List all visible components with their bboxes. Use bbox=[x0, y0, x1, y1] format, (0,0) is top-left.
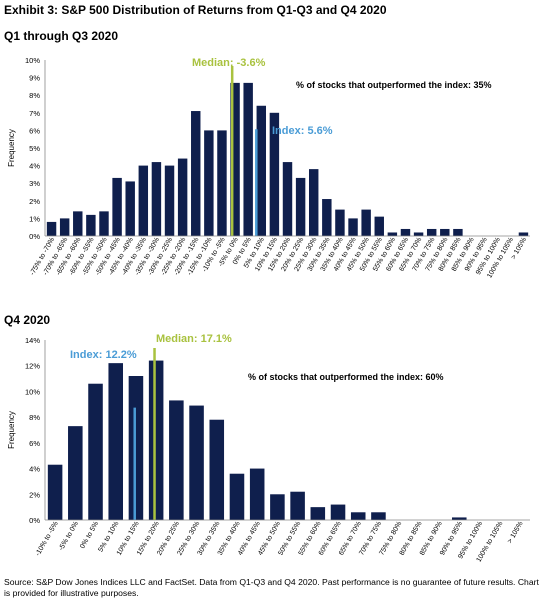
index-label: Index: 5.6% bbox=[272, 125, 333, 137]
y-tick-label: 14% bbox=[25, 336, 40, 345]
bar bbox=[348, 218, 358, 236]
x-tick-label: 5% to 10% bbox=[97, 521, 120, 554]
x-tick-label: -10% to -5% bbox=[35, 521, 60, 558]
y-tick-label: 8% bbox=[29, 91, 40, 100]
bar bbox=[322, 199, 332, 236]
y-tick-label: 10% bbox=[25, 387, 40, 396]
bar bbox=[413, 232, 424, 236]
bar bbox=[59, 218, 70, 236]
bar bbox=[451, 517, 467, 520]
median-label: Median: 17.1% bbox=[156, 333, 232, 345]
bar bbox=[453, 228, 463, 236]
outperformance-annotation: % of stocks that outperformed the index:… bbox=[248, 372, 444, 382]
y-tick-label: 3% bbox=[29, 179, 40, 188]
bar bbox=[310, 507, 326, 520]
bar bbox=[282, 162, 293, 236]
bar bbox=[108, 363, 124, 520]
y-tick-label: 9% bbox=[29, 74, 40, 83]
bar bbox=[371, 512, 386, 520]
bar bbox=[209, 419, 225, 520]
y-tick-label: 2% bbox=[29, 490, 40, 499]
y-tick-label: 8% bbox=[29, 413, 40, 422]
bar bbox=[138, 165, 149, 236]
bar bbox=[47, 464, 63, 520]
y-tick-label: 4% bbox=[29, 162, 40, 171]
bar bbox=[88, 383, 103, 520]
y-tick-label: 7% bbox=[29, 109, 40, 118]
y-axis-label: Frequency bbox=[7, 411, 16, 449]
bar bbox=[191, 111, 201, 236]
y-tick-label: 6% bbox=[29, 126, 40, 135]
index-label: Index: 12.2% bbox=[70, 349, 137, 361]
bar bbox=[269, 112, 280, 236]
exhibit-title: Exhibit 3: S&P 500 Distribution of Retur… bbox=[4, 3, 387, 17]
y-tick-label: 4% bbox=[29, 465, 40, 474]
bar bbox=[440, 228, 450, 236]
chart-q4: 0% 2% 4% 6% 8% 10% 12% 14% Frequency -10% to -5%-… bbox=[7, 333, 530, 563]
bar bbox=[350, 512, 366, 520]
bar bbox=[217, 130, 227, 236]
bar bbox=[169, 400, 184, 520]
bar bbox=[243, 82, 253, 236]
y-tick-label: 5% bbox=[29, 144, 40, 153]
x-tick-label: 0% to 5% bbox=[79, 521, 100, 550]
chart-q4-title: Q4 2020 bbox=[4, 313, 51, 327]
bar bbox=[426, 228, 437, 236]
bar bbox=[270, 494, 285, 520]
y-axis-label: Frequency bbox=[7, 129, 16, 167]
bar bbox=[330, 504, 346, 520]
bar bbox=[99, 211, 109, 236]
y-tick-label: 10% bbox=[25, 56, 40, 65]
y-tick-label: 2% bbox=[29, 197, 40, 206]
bar bbox=[148, 360, 164, 520]
bar bbox=[73, 211, 83, 236]
outperformance-annotation: % of stocks that outperformed the index:… bbox=[296, 80, 492, 90]
bar bbox=[68, 426, 83, 520]
bar bbox=[151, 162, 162, 236]
y-tick-label: 6% bbox=[29, 439, 40, 448]
bar bbox=[125, 181, 135, 236]
bar bbox=[86, 214, 96, 236]
bar bbox=[204, 130, 214, 236]
bar bbox=[387, 232, 398, 236]
bar bbox=[164, 165, 175, 236]
source-note: Source: S&P Dow Jones Indices LLC and Fa… bbox=[4, 577, 539, 598]
bar bbox=[518, 232, 529, 236]
bar bbox=[374, 216, 384, 236]
bar bbox=[229, 473, 245, 520]
bar bbox=[112, 177, 122, 236]
y-tick-label: 1% bbox=[29, 214, 40, 223]
bar bbox=[189, 405, 204, 520]
bar bbox=[249, 468, 265, 520]
bar bbox=[290, 491, 305, 520]
y-tick-label: 0% bbox=[29, 516, 40, 525]
x-tick-label: -5% to 0% bbox=[58, 521, 80, 552]
bar bbox=[400, 228, 411, 236]
bar bbox=[177, 158, 188, 236]
bar bbox=[46, 221, 57, 236]
bar bbox=[308, 169, 319, 236]
y-tick-label: 12% bbox=[25, 362, 40, 371]
bar bbox=[230, 82, 240, 236]
bar bbox=[256, 105, 267, 236]
bar bbox=[295, 177, 306, 236]
bar bbox=[335, 209, 345, 236]
bar bbox=[361, 209, 371, 236]
y-tick-label: 0% bbox=[29, 232, 40, 241]
median-label: Median: -3.6% bbox=[192, 57, 266, 69]
chart-q1-q3: 0%1%2%3%4%5%6%7%8%9%10%Frequency-75% to … bbox=[7, 56, 530, 279]
x-tick-label: > 105% bbox=[507, 521, 525, 545]
chart-q1-q3-title: Q1 through Q3 2020 bbox=[4, 29, 119, 43]
